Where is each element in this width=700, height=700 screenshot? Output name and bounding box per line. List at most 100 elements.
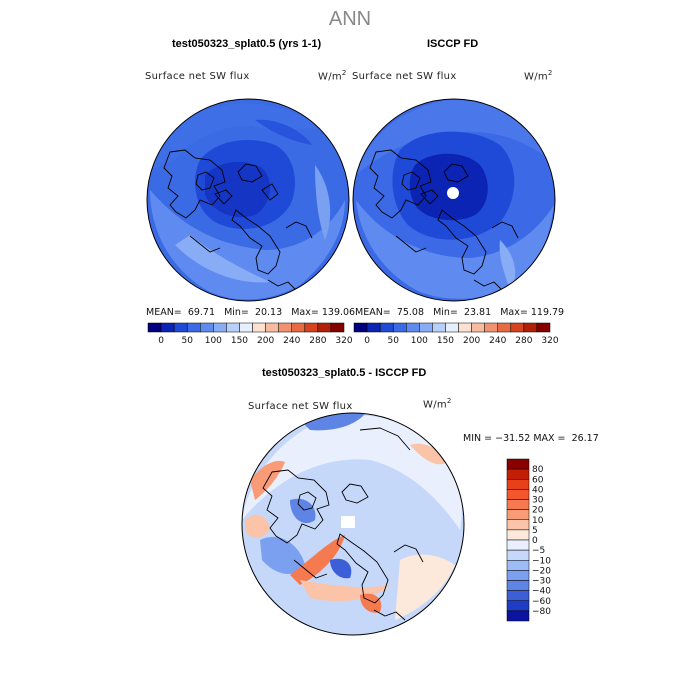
model-colorbar-box xyxy=(278,322,292,333)
diff-colorbar-tick-label: −10 xyxy=(532,556,551,566)
model-colorbar-box xyxy=(252,322,266,333)
diff-max-value: 26.17 xyxy=(571,433,599,444)
obs-colorbar-box xyxy=(353,322,368,333)
model-colorbar-box xyxy=(226,322,240,333)
diff-colorbar-box xyxy=(506,539,530,551)
obs-colorbar-box xyxy=(510,322,525,333)
obs-colorbar: 0 50 100 150 200 240 280 320 xyxy=(353,322,559,346)
model-colorbar-box xyxy=(330,322,345,333)
obs-units-label: W/m2 xyxy=(524,69,553,83)
model-colorbar-box xyxy=(173,322,188,333)
obs-colorbar-tick-label: 150 xyxy=(437,336,454,346)
diff-colorbar-tick-label: 40 xyxy=(532,485,544,495)
diff-colorbar-tick-label: 80 xyxy=(532,465,544,475)
obs-colorbar-tick-label: 280 xyxy=(515,336,532,346)
model-colorbar-box xyxy=(265,322,279,333)
diff-colorbar-box xyxy=(506,580,530,591)
diff-colorbar-tick-label: −60 xyxy=(532,597,551,607)
model-colorbar-box xyxy=(304,322,319,333)
diff-colorbar-tick-label: −20 xyxy=(532,566,551,576)
diff-colorbar-box xyxy=(506,519,530,531)
model-colorbar-tick-label: 280 xyxy=(309,336,326,346)
obs-colorbar-box xyxy=(366,322,381,333)
diff-polar-map xyxy=(242,413,464,635)
model-colorbar-tick-label: 320 xyxy=(335,336,352,346)
model-max-value: 139.06 xyxy=(321,307,356,318)
model-colorbar-box xyxy=(147,322,162,333)
diff-colorbar-box xyxy=(506,499,530,510)
diff-colorbar-tick-label: 60 xyxy=(532,475,544,485)
obs-colorbar-tick-label: 50 xyxy=(387,336,399,346)
model-colorbar: 0 50 100 150 200 240 280 320 xyxy=(147,322,353,346)
diff-panel-title: test050323_splat0.5 - ISCCP FD xyxy=(262,367,427,379)
model-colorbar-tick-label: 100 xyxy=(205,336,222,346)
diff-colorbar-box xyxy=(506,509,530,520)
diff-coastlines xyxy=(262,427,424,621)
obs-colorbar-box xyxy=(445,322,459,333)
model-colorbar-box xyxy=(317,322,332,333)
model-panel-title: test050323_splat0.5 (yrs 1-1) xyxy=(172,38,322,50)
obs-polar-map xyxy=(353,99,555,301)
obs-colorbar-box xyxy=(536,322,551,333)
diff-colorbar-box xyxy=(506,560,530,571)
obs-min-value: 23.81 xyxy=(463,307,492,318)
model-mean-value: 69.71 xyxy=(187,307,216,318)
obs-panel-title: ISCCP FD xyxy=(427,38,479,50)
obs-colorbar-box xyxy=(484,322,498,333)
obs-stats: MEAN= 75.08 Min= 23.81 Max= 119.79 xyxy=(355,307,565,318)
diff-colorbar-box xyxy=(506,468,530,480)
model-units-label: W/m2 xyxy=(318,69,347,83)
model-variable-label: Surface net SW flux xyxy=(145,71,250,82)
diff-colorbar-box xyxy=(506,489,530,500)
obs-mean-value: 75.08 xyxy=(396,307,425,318)
obs-colorbar-box xyxy=(379,322,394,333)
obs-colorbar-tick-label: 0 xyxy=(364,336,370,346)
model-colorbar-box xyxy=(291,322,306,333)
model-colorbar-tick-label: 200 xyxy=(257,336,274,346)
diff-colorbar-box xyxy=(506,600,530,612)
diff-variable-label: Surface net SW flux xyxy=(248,401,353,412)
obs-colorbar-box xyxy=(471,322,485,333)
model-colorbar-tick-label: 240 xyxy=(283,336,300,346)
diff-units-label: W/m2 xyxy=(423,397,452,411)
diff-colorbar-tick-label: −5 xyxy=(532,546,545,556)
diff-colorbar-box xyxy=(506,570,530,581)
obs-colorbar-box xyxy=(406,322,420,333)
obs-colorbar-box xyxy=(432,322,446,333)
diff-colorbar-tick-label: 0 xyxy=(532,536,538,546)
season-title: ANN xyxy=(328,8,372,30)
obs-variable-label: Surface net SW flux xyxy=(352,71,457,82)
diff-colorbar-tick-label: 30 xyxy=(532,496,544,506)
diff-colorbar-box xyxy=(506,590,530,601)
obs-colorbar-box xyxy=(523,322,538,333)
obs-coastlines xyxy=(369,149,519,291)
model-colorbar-box xyxy=(213,322,227,333)
obs-colorbar-box xyxy=(392,322,407,333)
diff-colorbar-box xyxy=(506,610,530,622)
obs-colorbar-tick-label: 320 xyxy=(541,336,558,346)
diff-colorbar-box xyxy=(506,549,530,561)
diff-min-value: −31.52 xyxy=(495,433,531,444)
diff-colorbar-box xyxy=(506,479,530,490)
obs-colorbar-tick-label: 240 xyxy=(489,336,506,346)
obs-colorbar-tick-label: 200 xyxy=(463,336,480,346)
model-colorbar-tick-label: 0 xyxy=(158,336,164,346)
diff-colorbar-tick-label: 10 xyxy=(532,516,544,526)
diff-colorbar-tick-label: 20 xyxy=(532,506,544,516)
model-polar-map xyxy=(147,99,349,301)
model-min-value: 20.13 xyxy=(254,307,283,318)
diff-colorbar-box xyxy=(506,458,530,470)
diff-stats: MIN = −31.52 MAX = 26.17 xyxy=(463,433,599,444)
diff-colorbar-tick-label: −80 xyxy=(532,607,551,617)
obs-max-value: 119.79 xyxy=(530,307,565,318)
model-colorbar-tick-label: 150 xyxy=(231,336,248,346)
diff-colorbar-tick-label: −30 xyxy=(532,577,551,587)
model-colorbar-box xyxy=(200,322,214,333)
model-colorbar-box xyxy=(160,322,175,333)
diff-colorbar-tick-label: 5 xyxy=(532,526,538,536)
obs-colorbar-box xyxy=(419,322,433,333)
model-colorbar-box xyxy=(239,322,253,333)
obs-colorbar-box xyxy=(458,322,472,333)
